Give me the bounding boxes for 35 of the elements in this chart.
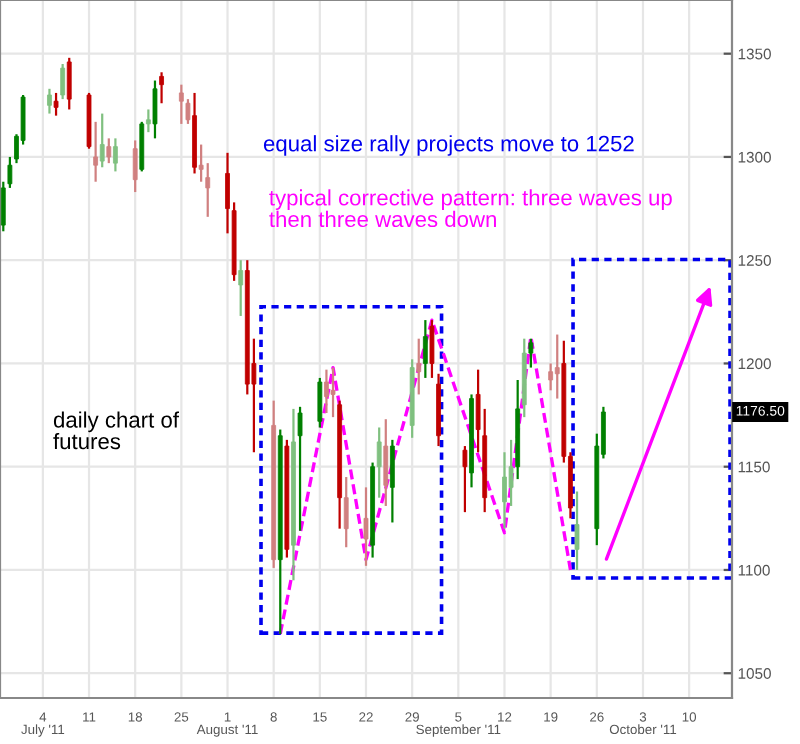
candlestick bbox=[178, 83, 184, 126]
candlestick bbox=[330, 366, 336, 419]
candlestick bbox=[462, 444, 468, 514]
candlestick bbox=[297, 405, 303, 532]
candlestick bbox=[99, 112, 105, 169]
candlestick bbox=[93, 120, 99, 183]
candlestick bbox=[363, 486, 369, 567]
candlestick bbox=[60, 62, 66, 101]
candlestick bbox=[139, 120, 145, 173]
candlestick bbox=[159, 71, 164, 105]
candlestick bbox=[343, 475, 349, 549]
candlestick bbox=[429, 318, 435, 380]
candlestick bbox=[324, 368, 329, 415]
annotation: typical corrective pattern: three waves up then three waves down bbox=[269, 189, 672, 228]
candlestick bbox=[422, 318, 428, 380]
candlestick bbox=[376, 426, 382, 499]
candlestick bbox=[389, 438, 395, 524]
candlestick bbox=[145, 108, 151, 134]
candlestick bbox=[238, 259, 244, 318]
candlestick bbox=[53, 91, 59, 117]
candlestick bbox=[416, 337, 422, 396]
candlestick bbox=[554, 333, 560, 400]
candlestick bbox=[317, 376, 323, 429]
candlestick bbox=[152, 79, 158, 140]
candlestick bbox=[383, 418, 389, 508]
candlestick bbox=[528, 337, 534, 369]
candlestick bbox=[47, 87, 52, 115]
candlestick bbox=[106, 137, 112, 165]
candlestick bbox=[574, 490, 580, 572]
candlestick bbox=[113, 137, 118, 173]
annotation: equal size rally projects move to 1252 bbox=[263, 135, 634, 156]
candlestick bbox=[132, 139, 138, 194]
line-series bbox=[278, 318, 573, 636]
candlestick bbox=[66, 56, 72, 111]
annotation: daily chart of futures bbox=[53, 411, 180, 450]
